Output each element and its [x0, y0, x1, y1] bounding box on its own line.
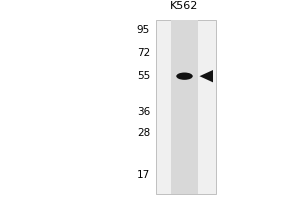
Text: 55: 55: [137, 71, 150, 81]
Text: 28: 28: [137, 128, 150, 138]
Bar: [156, 20, 216, 194]
Text: K562: K562: [170, 1, 199, 11]
Polygon shape: [200, 70, 213, 82]
Text: 36: 36: [137, 107, 150, 117]
Text: 95: 95: [137, 25, 150, 35]
Bar: [171, 20, 198, 194]
Text: 17: 17: [137, 170, 150, 180]
Text: 72: 72: [137, 48, 150, 58]
Ellipse shape: [176, 73, 193, 80]
